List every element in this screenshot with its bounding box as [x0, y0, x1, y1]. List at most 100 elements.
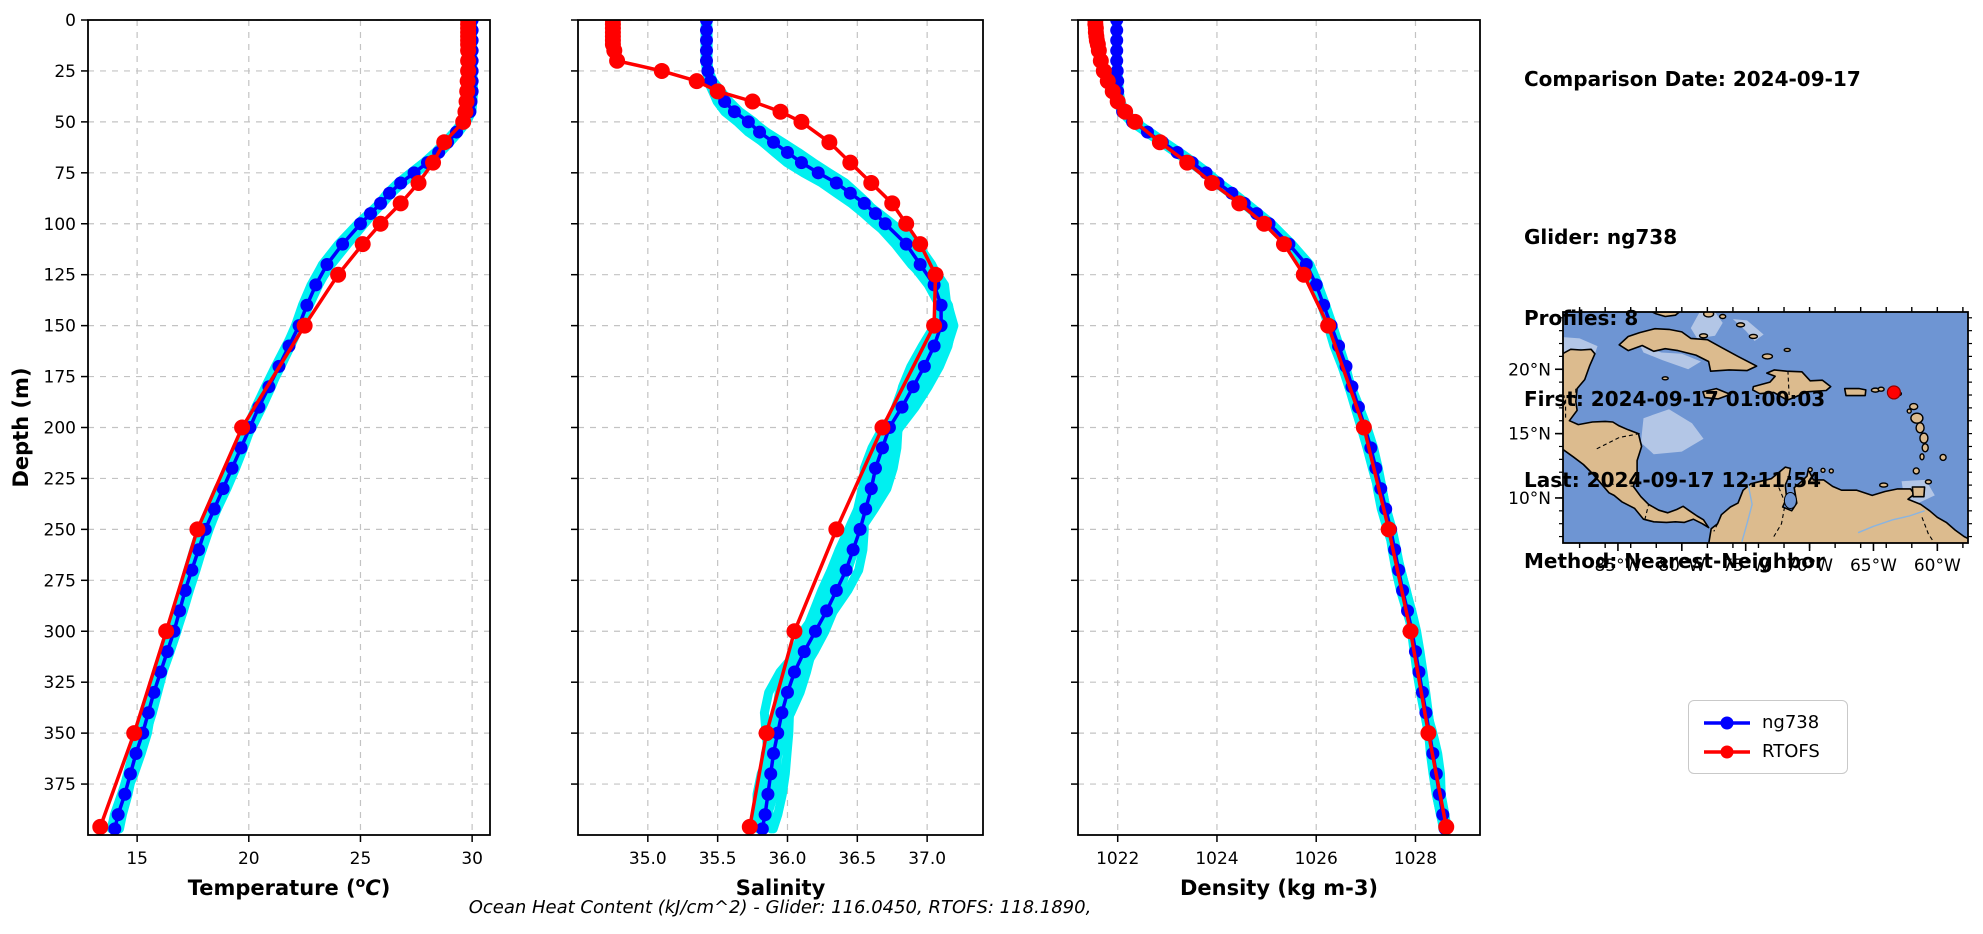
info-gap: [1524, 147, 1861, 170]
map-river: [1741, 484, 1753, 542]
rtofs-marker: [455, 113, 472, 130]
grid-temperature: [88, 19, 490, 835]
ng738-marker: [727, 105, 741, 119]
ng738-marker: [927, 339, 941, 353]
y-tick-label: 300: [44, 622, 76, 642]
x-tick-label: 20: [238, 849, 260, 869]
rtofs-marker: [425, 154, 442, 171]
map-island: [1661, 376, 1669, 381]
ng738-marker: [394, 176, 408, 190]
rtofs-marker: [330, 266, 347, 283]
map-island: [1912, 467, 1920, 475]
ng738-marker: [846, 543, 860, 557]
rtofs-marker: [926, 317, 943, 334]
rtofs-marker: [1256, 215, 1273, 232]
ng738-marker: [797, 645, 811, 659]
ng738-marker: [859, 502, 873, 516]
y-tick-label: 175: [44, 368, 76, 388]
ng738-marker: [843, 186, 857, 200]
x-axis-label-salinity: Salinity: [736, 876, 826, 900]
rtofs-marker: [1127, 113, 1144, 130]
rtofs-marker: [1402, 623, 1419, 640]
x-tick-label: 1028: [1394, 849, 1437, 869]
info-comparison-date: Comparison Date: 2024-09-17: [1524, 67, 1861, 91]
rtofs-marker: [1295, 266, 1312, 283]
x-tick-label: 35.5: [699, 849, 737, 869]
ng738-marker: [185, 563, 199, 577]
legend-marker-icon: [1720, 745, 1734, 758]
map-frame: [1562, 311, 1969, 544]
rtofs-marker: [410, 175, 427, 191]
legend-swatch-ng738: [1704, 716, 1750, 729]
raw-profile-line: [108, 20, 477, 834]
rtofs-marker: [744, 93, 761, 110]
map-island: [1921, 443, 1929, 453]
map-lake-maracaibo: [1783, 492, 1797, 510]
map-island: [1698, 333, 1709, 339]
ng738-marker: [755, 822, 769, 835]
ng738-marker: [775, 706, 789, 720]
y-tick-label: 25: [54, 62, 76, 82]
rtofs-marker: [884, 195, 901, 212]
rtofs-marker: [1204, 175, 1220, 191]
rtofs-marker: [927, 266, 944, 283]
ng738-marker: [1110, 33, 1124, 47]
ng738-marker: [878, 217, 892, 231]
x-tick-label: 35.0: [629, 849, 667, 869]
map-island: [1909, 402, 1919, 411]
ng738-marker: [160, 645, 174, 659]
ng738-marker: [780, 685, 794, 699]
rtofs-marker: [688, 73, 705, 90]
ng738-marker: [108, 822, 122, 835]
x-tick-label: 1022: [1096, 849, 1139, 869]
map-island: [1702, 312, 1715, 318]
ng738-marker: [216, 482, 230, 496]
map-island: [1877, 386, 1885, 392]
grid-density: [1078, 19, 1480, 835]
x-axis-label-density: Density (kg m-3): [1180, 876, 1378, 900]
ng738-marker: [353, 217, 367, 231]
ng738-marker: [192, 543, 206, 557]
ng738-marker: [753, 125, 767, 139]
map-island: [1748, 333, 1759, 340]
ng738-marker: [913, 258, 927, 271]
info-last: Last: 2024-09-17 12:11:54: [1524, 468, 1822, 492]
ng738-marker: [780, 145, 794, 159]
rtofs-marker: [653, 62, 670, 79]
ng738-marker: [1110, 54, 1124, 68]
chart-temperature: 15 20 25 3002550751001251501752002252502753…: [9, 11, 491, 900]
rtofs-marker: [234, 419, 251, 436]
map-island: [1735, 322, 1746, 328]
map-land-trinidad: [1911, 486, 1926, 498]
y-tick-label: 75: [54, 164, 76, 184]
y-tick-label: 50: [54, 113, 76, 133]
map-island: [1906, 408, 1912, 414]
ng738-marker: [839, 563, 853, 577]
info-glider: Glider: ng738: [1524, 225, 1678, 249]
map-island: [1719, 313, 1727, 320]
rtofs-marker: [786, 623, 803, 640]
ng738-marker: [868, 461, 882, 475]
map-island: [1807, 466, 1813, 473]
rtofs-marker: [609, 52, 626, 69]
ng738-marker: [875, 441, 889, 455]
raw-profile-line: [115, 20, 479, 834]
rtofs-marker: [793, 113, 810, 130]
rtofs-marker: [821, 134, 838, 151]
ng738-marker: [336, 237, 350, 251]
rtofs-marker: [1355, 419, 1372, 436]
x-tick-label: 1026: [1295, 849, 1338, 869]
map-land-jamaica: [1702, 387, 1732, 400]
rtofs-marker: [1438, 818, 1455, 835]
y-tick-label: 0: [65, 11, 76, 31]
x-axis-label-temperature: Temperature (oC): [188, 875, 391, 900]
map-shallow-bank: [1690, 312, 1723, 339]
rtofs-marker: [912, 236, 929, 253]
map-border: [1921, 517, 1934, 543]
rtofs-marker: [1231, 195, 1248, 212]
ng738-marker: [794, 156, 808, 170]
ng738-marker: [767, 747, 781, 760]
ng738-marker: [309, 278, 323, 292]
ng738-marker: [787, 665, 801, 679]
